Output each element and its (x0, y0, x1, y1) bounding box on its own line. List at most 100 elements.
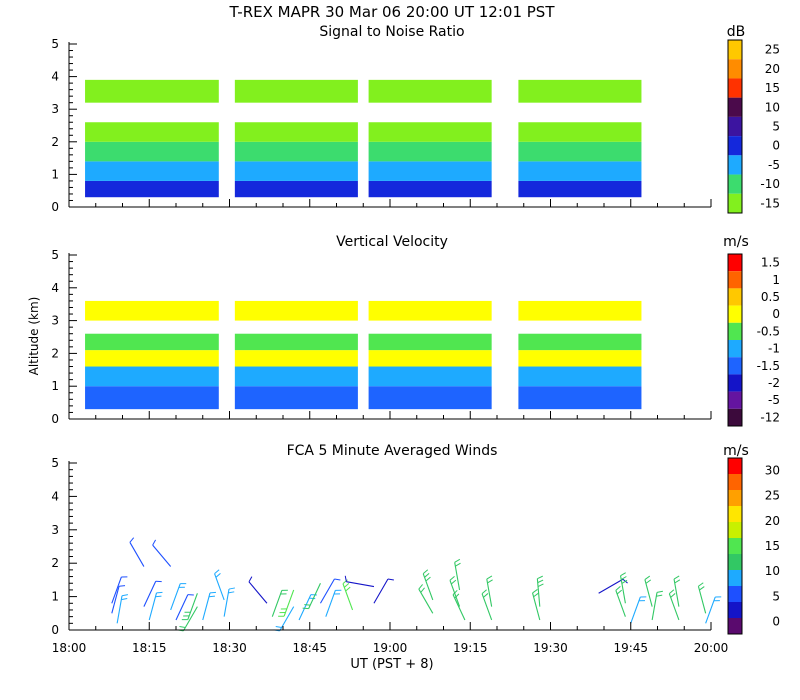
colorbar-frame (727, 39, 743, 214)
colorbar-tick-label: -12 (760, 410, 780, 424)
heatmap-cell (85, 141, 219, 162)
colorbar-unit: dB (727, 24, 746, 40)
heatmap-cell (518, 161, 642, 181)
colorbar-unit: m/s (723, 234, 749, 250)
heatmap-cell (85, 300, 219, 321)
heatmap-cell (85, 122, 219, 142)
colorbar-tick-label: 15 (765, 81, 780, 95)
panel-averaged-winds: FCA 5 Minute Averaged Winds 0 1 2 3 4 5 18:00 18… (51, 443, 780, 655)
colorbar-swatch (728, 288, 742, 306)
panel-signal-to-noise: Signal to Noise Ratio 0 1 2 3 4 5 25 20 15 10 5 0 -5 -… (51, 24, 780, 214)
wind-barb (181, 593, 198, 621)
heatmap-cell (518, 141, 642, 162)
wind-barb (342, 579, 354, 611)
heatmap-cell (518, 366, 642, 387)
heatmap-cell (234, 79, 358, 103)
heatmap-cell (368, 122, 492, 142)
colorbar-swatch (728, 490, 742, 506)
x-tick-label: 19:30 (533, 641, 568, 655)
y-tick-label: 2 (51, 346, 59, 360)
y-tick-label: 3 (51, 314, 59, 328)
wind-barb (697, 582, 707, 614)
colorbar-swatch (728, 155, 742, 175)
heatmap-cell (368, 161, 492, 181)
heatmap-cell (85, 161, 219, 181)
y-tick-label: 0 (51, 412, 59, 426)
colorbar-swatch (728, 97, 742, 117)
wind-barb (202, 591, 217, 621)
colorbar-swatch (728, 59, 742, 79)
colorbar-tick-label: 0 (772, 614, 780, 628)
heatmap-cell (368, 79, 492, 103)
colorbar-tick-label: 5 (772, 589, 780, 603)
wind-barb (418, 584, 434, 614)
x-tick-label: 20:00 (694, 641, 729, 655)
wind-barb (705, 596, 722, 624)
wind-barb (532, 589, 541, 621)
colorbar-swatch (728, 586, 742, 602)
y-tick-label: 1 (51, 379, 59, 393)
colorbar-swatch (728, 408, 742, 426)
colorbar-swatch (728, 174, 742, 194)
heatmap-cell (518, 180, 642, 198)
panel-title: Signal to Noise Ratio (319, 24, 464, 40)
y-tick-label: 5 (51, 456, 59, 470)
colorbar-tick-label: 20 (765, 62, 780, 76)
wind-barb (615, 586, 626, 617)
colorbar-frame (727, 457, 743, 635)
y-tick-label: 1 (51, 167, 59, 181)
colorbar-tick-label: 1.5 (761, 256, 780, 270)
heatmap-cell (368, 180, 492, 198)
colorbar-tick-label: -1.5 (757, 359, 780, 373)
colorbar-swatch (728, 391, 742, 409)
heatmap-cell (234, 180, 358, 198)
wind-barb (325, 589, 342, 617)
colorbar-tick-label: 20 (765, 514, 780, 528)
wind-barb (619, 572, 628, 604)
heatmap-cell (518, 79, 642, 103)
heatmap-cell (85, 333, 219, 351)
wind-barb (111, 585, 126, 614)
wind-barb (536, 575, 544, 607)
colorbar-swatch (728, 40, 742, 60)
heatmap-cell (85, 180, 219, 198)
colorbar-swatch (728, 506, 742, 522)
panel-title: FCA 5 Minute Averaged Winds (287, 443, 498, 459)
wind-barb (278, 589, 295, 617)
colorbar-tick-label: -10 (760, 177, 780, 191)
x-axis-label: UT (PST + 8) (350, 657, 433, 672)
wind-barb (651, 590, 663, 621)
heatmap-cell (234, 122, 358, 142)
colorbar-tick-label: 30 (765, 464, 780, 478)
y-tick-label: 2 (51, 135, 59, 149)
colorbar-swatch (728, 136, 742, 156)
x-tick-label: 18:00 (52, 641, 87, 655)
panel-title: Vertical Velocity (336, 234, 448, 250)
wind-barb (116, 594, 128, 624)
colorbar-tick-label: 25 (765, 43, 780, 57)
wind-barb (630, 596, 647, 624)
wind-barb (152, 539, 172, 567)
colorbar-tick-label: 15 (765, 539, 780, 553)
colorbar-tick-label: -0.5 (757, 324, 780, 338)
colorbar-swatch (728, 374, 742, 392)
colorbar-frame (727, 253, 743, 427)
wind-barb (248, 576, 268, 604)
colorbar-swatch (728, 538, 742, 554)
heatmap-cell (234, 333, 358, 351)
heatmap-cell (85, 350, 219, 367)
colorbar-swatch (728, 193, 742, 213)
heatmap-cell (234, 141, 358, 162)
heatmap-cell (368, 141, 492, 162)
wind-barb (673, 575, 681, 607)
colorbar-swatch (728, 554, 742, 570)
heatmap-cell (85, 386, 219, 410)
colorbar-tick-label: 1 (772, 273, 780, 287)
wind-barb (148, 591, 163, 621)
colorbar-tick-label: -5 (768, 158, 780, 172)
y-tick-label: 3 (51, 523, 59, 537)
x-tick-label: 19:00 (373, 641, 408, 655)
heatmap-cell (518, 350, 642, 367)
wind-barb (319, 578, 341, 604)
y-tick-label: 5 (51, 248, 59, 262)
